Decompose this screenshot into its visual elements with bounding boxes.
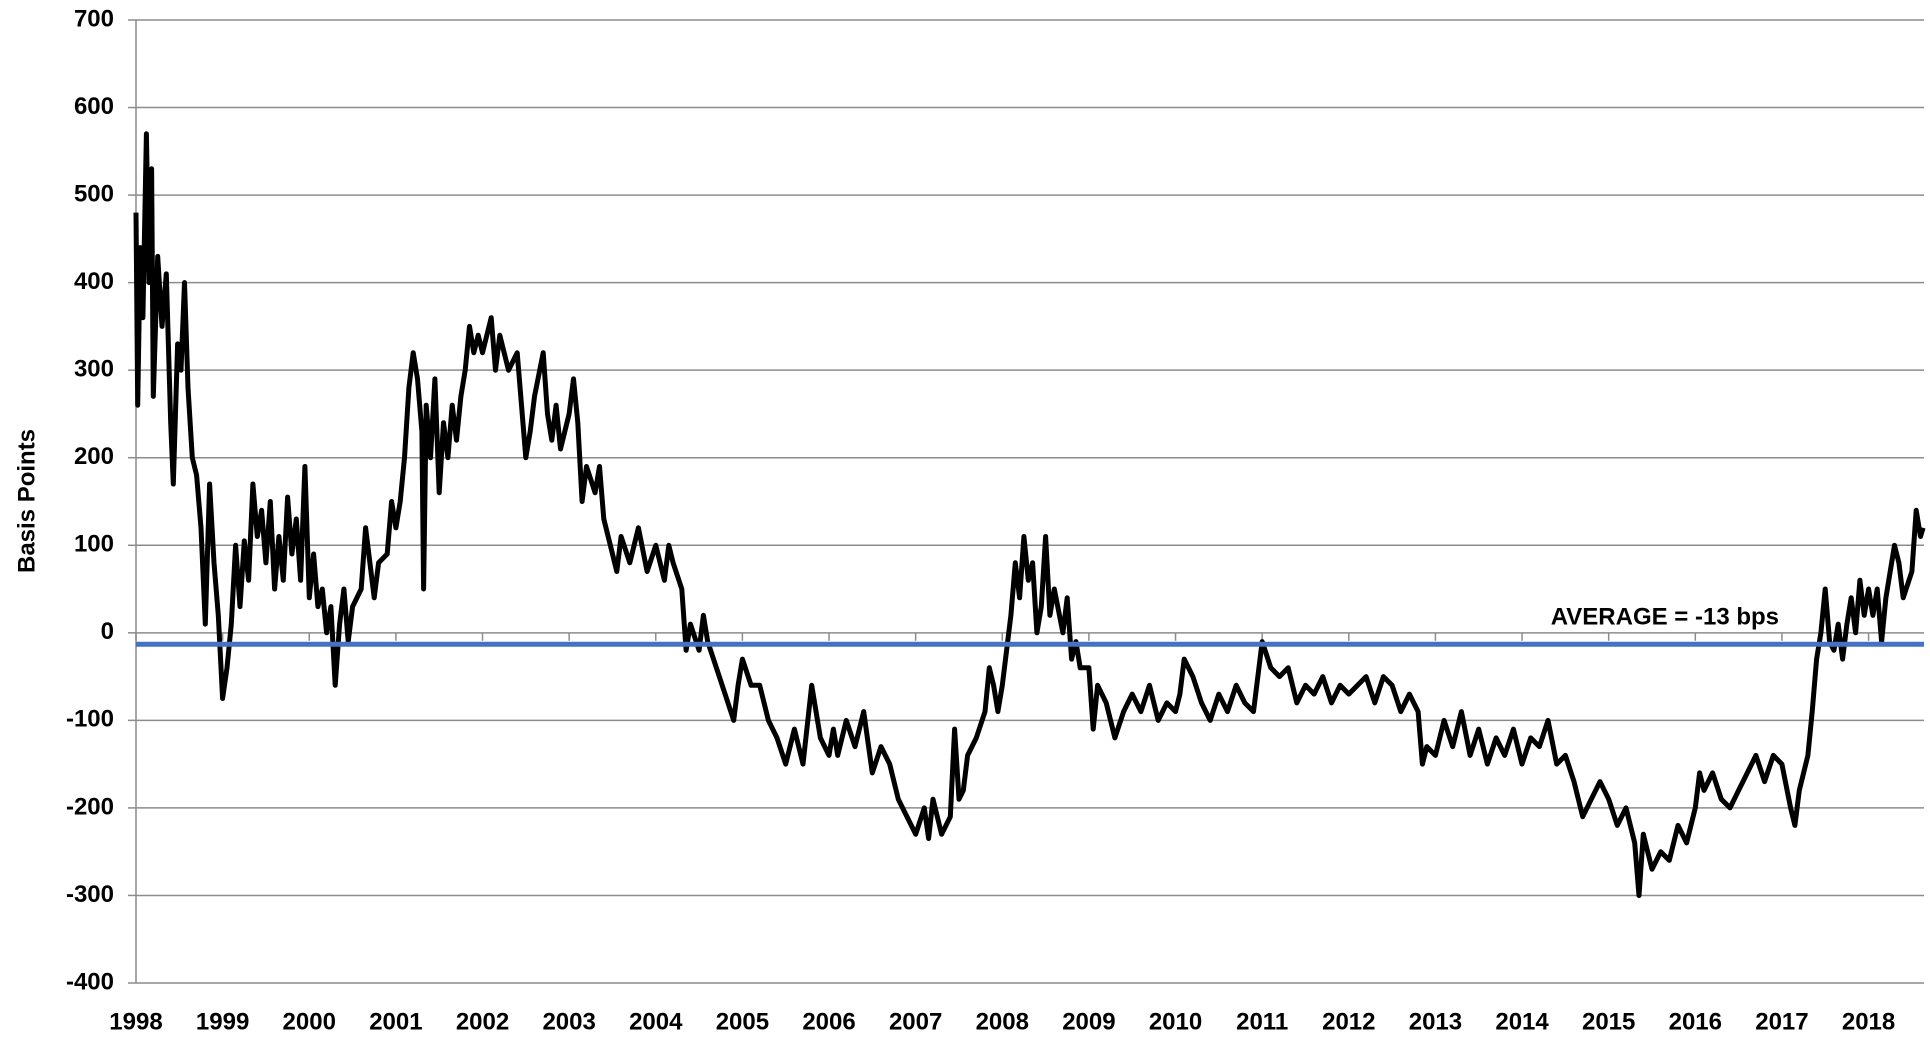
average-label: AVERAGE = -13 bps [1551, 604, 1779, 631]
x-tick-label: 2009 [1062, 1008, 1115, 1035]
x-tick-label: 2008 [976, 1008, 1029, 1035]
x-tick-label: 1999 [196, 1008, 249, 1035]
y-axis-label: Basis Points [13, 429, 40, 573]
y-tick-label: -300 [66, 881, 114, 908]
x-tick-label: 2018 [1842, 1008, 1895, 1035]
x-tick-label: 2000 [283, 1008, 336, 1035]
x-tick-label: 2010 [1149, 1008, 1202, 1035]
x-tick-label: 2012 [1322, 1008, 1375, 1035]
x-tick-label: 2004 [629, 1008, 683, 1035]
y-tick-label: 0 [101, 618, 114, 645]
x-tick-label: 2005 [716, 1008, 769, 1035]
y-tick-label: 300 [74, 356, 114, 383]
y-tick-label: -100 [66, 706, 114, 733]
y-tick-label: 500 [74, 180, 114, 207]
x-tick-label: 2007 [889, 1008, 942, 1035]
x-tick-label: 2006 [802, 1008, 855, 1035]
x-tick-label: 2016 [1669, 1008, 1722, 1035]
x-tick-label: 2011 [1236, 1008, 1288, 1035]
y-tick-label: 400 [74, 268, 114, 295]
y-tick-label: 100 [74, 531, 114, 558]
y-tick-label: 200 [74, 443, 114, 470]
x-tick-label: 2014 [1495, 1008, 1549, 1035]
data-line [133, 131, 1926, 898]
x-tick-label: 1998 [109, 1008, 162, 1035]
y-tick-label: -400 [66, 968, 114, 995]
x-tick-label: 2002 [456, 1008, 509, 1035]
y-tick-label: 600 [74, 93, 114, 120]
y-tick-label: 700 [74, 5, 114, 32]
x-tick-label: 2013 [1409, 1008, 1462, 1035]
x-tick-label: 2003 [542, 1008, 595, 1035]
x-tick-label: 2017 [1755, 1008, 1808, 1035]
x-tick-label: 2001 [369, 1008, 422, 1035]
y-tick-label: -200 [66, 793, 114, 820]
x-tick-label: 2015 [1582, 1008, 1635, 1035]
